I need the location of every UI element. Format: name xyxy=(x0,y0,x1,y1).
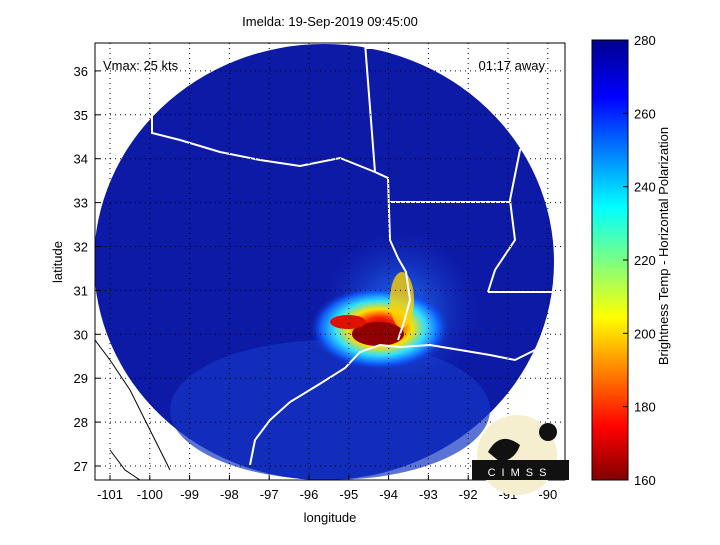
y-tick-label: 34 xyxy=(74,152,88,167)
x-tick-label: -93 xyxy=(419,487,438,502)
x-tick-label: -97 xyxy=(260,487,279,502)
chart-title: Imelda: 19-Sep-2019 09:45:00 xyxy=(242,14,418,29)
cimss-logo: CIMSS xyxy=(472,415,569,495)
x-tick-label: -100 xyxy=(137,487,163,502)
y-tick-label: 29 xyxy=(74,371,88,386)
x-tick-label: -92 xyxy=(459,487,478,502)
time-away-annotation: 01:17 away xyxy=(479,58,546,73)
mexico-borders xyxy=(95,339,171,480)
x-tick-label: -99 xyxy=(180,487,199,502)
y-tick-label: 30 xyxy=(74,327,88,342)
colorbar-tick-label: 220 xyxy=(634,253,656,268)
y-tick-label: 27 xyxy=(74,459,88,474)
x-tick-label: -98 xyxy=(220,487,239,502)
y-axis-label: latitude xyxy=(50,241,65,283)
y-tick-label: 28 xyxy=(74,415,88,430)
colorbar-tick-label: 280 xyxy=(634,33,656,48)
x-tick-label: -95 xyxy=(339,487,358,502)
storm-red-arm xyxy=(330,315,366,329)
plot-frame xyxy=(94,42,566,481)
x-tick-label: -101 xyxy=(97,487,123,502)
y-tick-label: 33 xyxy=(74,196,88,211)
vmax-annotation: Vmax: 25 kts xyxy=(103,58,179,73)
boundaries xyxy=(151,43,560,466)
y-tick-label: 31 xyxy=(74,283,88,298)
colorbar-tick-label: 240 xyxy=(634,180,656,195)
colorbar-label: Brightness Temp - Horizontal Polarizatio… xyxy=(656,127,671,365)
y-tick-label: 32 xyxy=(74,240,88,255)
x-tick-label: -90 xyxy=(538,487,557,502)
x-tick-label: -94 xyxy=(379,487,398,502)
grid-lines xyxy=(95,43,565,480)
y-tick-label: 35 xyxy=(74,108,88,123)
svg-text:CIMSS: CIMSS xyxy=(488,467,553,479)
colorbar-tick-label: 180 xyxy=(634,400,656,415)
colorbar xyxy=(591,39,629,481)
y-tick-label: 36 xyxy=(74,64,88,79)
x-tick-label: -96 xyxy=(300,487,319,502)
colorbar-tick-label: 200 xyxy=(634,326,656,341)
x-axis-label: longitude xyxy=(304,510,357,525)
colorbar-tick-label: 160 xyxy=(634,473,656,488)
storm-hot xyxy=(352,322,404,346)
colorbar-tick-label: 260 xyxy=(634,106,656,121)
